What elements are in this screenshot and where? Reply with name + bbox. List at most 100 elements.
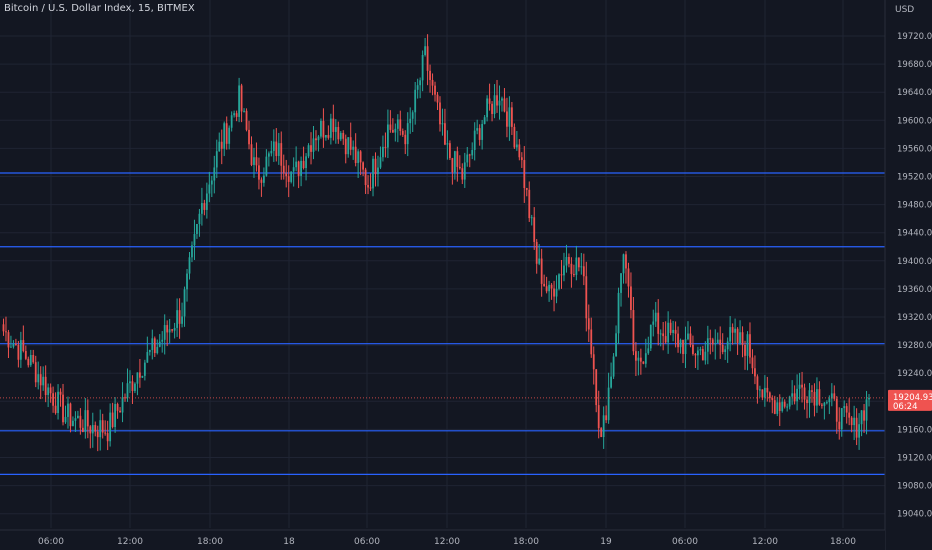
candle: [94, 421, 97, 437]
candle-body: [156, 346, 159, 354]
candle: [210, 175, 213, 198]
candle-body: [506, 111, 508, 127]
candle-body: [29, 354, 32, 366]
candle: [568, 253, 570, 268]
candle: [674, 321, 677, 348]
candle: [39, 366, 42, 400]
candle: [838, 407, 841, 440]
candle: [79, 408, 82, 435]
candle: [409, 107, 412, 134]
candle-body: [587, 318, 590, 330]
candle: [96, 425, 99, 452]
candle-body: [347, 137, 350, 155]
candle-body: [721, 344, 724, 353]
candle: [731, 323, 734, 345]
candle: [22, 325, 25, 353]
candle: [458, 155, 461, 170]
candle: [255, 142, 258, 172]
candle: [205, 182, 208, 219]
candle: [726, 337, 729, 363]
candle: [47, 383, 50, 408]
candle: [235, 110, 238, 122]
candle-body: [709, 338, 712, 340]
candle: [49, 383, 52, 403]
candle-body: [354, 146, 357, 163]
candle: [600, 427, 603, 438]
candle-body: [610, 376, 612, 388]
candle: [649, 324, 652, 352]
candle-body: [600, 428, 603, 438]
candle: [682, 339, 684, 364]
candle: [166, 320, 169, 347]
candle-body: [208, 184, 211, 194]
candle: [106, 420, 109, 451]
candle-body: [771, 398, 774, 401]
candle-body: [334, 127, 337, 132]
candle: [771, 395, 774, 414]
horizontal-levels: [0, 172, 885, 475]
candle-body: [337, 127, 340, 140]
candle: [709, 329, 712, 355]
candle-body: [456, 151, 459, 167]
candle-body: [196, 223, 198, 234]
candle: [478, 124, 481, 146]
candle-body: [362, 162, 364, 170]
candle: [218, 132, 221, 152]
candle: [863, 403, 865, 433]
candle-body: [203, 203, 206, 210]
candle-body: [379, 157, 382, 168]
candle-body: [399, 119, 402, 131]
candle-body: [136, 372, 139, 384]
candle-body: [7, 332, 10, 348]
candle-body: [104, 432, 107, 434]
candle-body: [701, 349, 704, 361]
time-tick-label: 18:00: [830, 537, 856, 547]
candle-body: [79, 415, 82, 428]
candle-body: [317, 136, 320, 141]
candle: [736, 327, 739, 355]
candle-body: [426, 46, 429, 71]
candle: [528, 181, 531, 222]
candle-body: [749, 334, 751, 358]
candle: [136, 372, 139, 396]
candle-body: [129, 381, 131, 384]
price-tick-label: 19640.00: [897, 88, 932, 98]
candle: [563, 252, 565, 282]
candle-body: [54, 405, 57, 414]
candle: [34, 355, 37, 388]
candle: [228, 125, 231, 150]
candle: [672, 320, 674, 342]
candle: [679, 338, 682, 354]
candle: [692, 335, 694, 356]
price-tick-label: 19720.00: [897, 32, 932, 42]
candle-body: [679, 339, 682, 348]
candle-body: [114, 404, 116, 428]
candle: [5, 316, 7, 342]
candle-body: [143, 362, 146, 376]
candle-body: [746, 334, 749, 356]
candle: [42, 366, 45, 391]
candle: [233, 110, 236, 118]
candle-body: [801, 384, 803, 388]
candle: [394, 123, 397, 142]
candle: [349, 122, 352, 156]
candle-body: [414, 89, 417, 113]
candle-body: [411, 112, 414, 119]
candle-body: [245, 110, 248, 130]
candle-body: [377, 167, 379, 175]
candle: [124, 393, 126, 402]
candle-body: [840, 408, 843, 430]
price-tag-box: [888, 389, 932, 411]
candle: [602, 406, 605, 449]
candle-body: [198, 213, 201, 224]
candle-body: [238, 85, 240, 117]
candle-body: [669, 322, 672, 333]
candle: [339, 131, 342, 142]
candle-body: [369, 187, 372, 189]
candle-body: [374, 158, 377, 175]
candle: [111, 402, 114, 429]
candle-body: [332, 118, 335, 132]
candle: [310, 132, 312, 165]
